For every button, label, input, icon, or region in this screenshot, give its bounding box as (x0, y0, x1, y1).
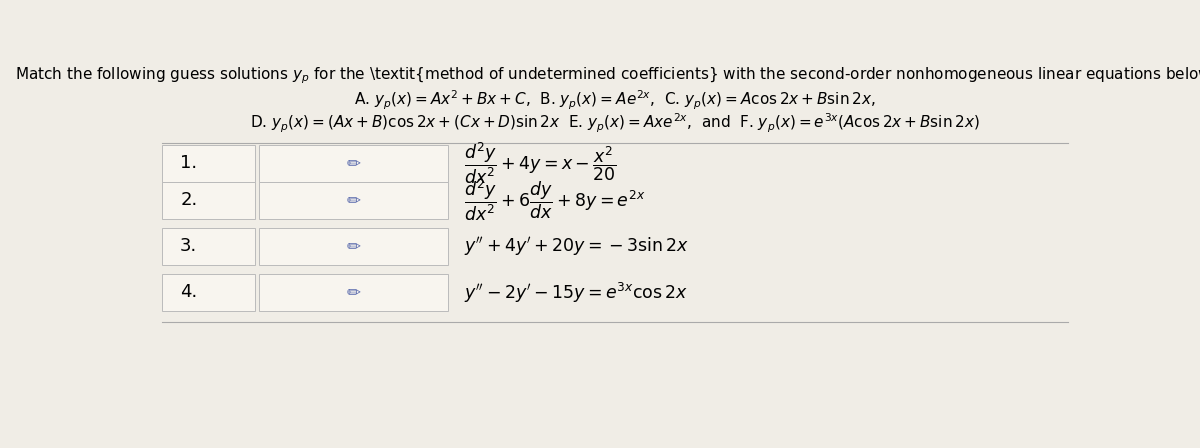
Bar (258, 181, 449, 219)
Text: $\dfrac{d^2y}{dx^2} + 4y = x - \dfrac{x^2}{20}$: $\dfrac{d^2y}{dx^2} + 4y = x - \dfrac{x^… (464, 140, 617, 186)
Text: 3.: 3. (180, 237, 197, 255)
Bar (258, 145, 449, 181)
Text: ✏: ✏ (347, 284, 360, 302)
Text: A. $y_p(x) = Ax^2 + Bx + C$,  B. $y_p(x) = Ae^{2x}$,  C. $y_p(x) = A\cos 2x + B\: A. $y_p(x) = Ax^2 + Bx + C$, B. $y_p(x) … (354, 88, 876, 112)
Text: D. $y_p(x) = (Ax + B)\cos 2x + (Cx + D)\sin 2x$  E. $y_p(x) = Axe^{2x}$,  and  F: D. $y_p(x) = (Ax + B)\cos 2x + (Cx + D)\… (250, 112, 980, 135)
Bar (162, 274, 254, 311)
Text: ✏: ✏ (347, 237, 360, 255)
Text: $\dfrac{d^2y}{dx^2} + 6\dfrac{dy}{dx} + 8y = e^{2x}$: $\dfrac{d^2y}{dx^2} + 6\dfrac{dy}{dx} + … (464, 177, 646, 223)
Text: 1.: 1. (180, 154, 197, 172)
Bar (258, 274, 449, 311)
Bar (162, 228, 254, 265)
Text: $y'' - 2y' - 15y = e^{3x}\cos 2x$: $y'' - 2y' - 15y = e^{3x}\cos 2x$ (464, 280, 688, 305)
Text: 2.: 2. (180, 191, 197, 209)
Text: ✏: ✏ (347, 191, 360, 209)
Text: 4.: 4. (180, 284, 197, 302)
Bar (162, 181, 254, 219)
Bar (162, 145, 254, 181)
Bar (258, 228, 449, 265)
Text: ✏: ✏ (347, 154, 360, 172)
Text: Match the following guess solutions $y_p$ for the \textit{method of undetermined: Match the following guess solutions $y_p… (14, 65, 1200, 86)
Text: $y'' + 4y' + 20y = -3\sin 2x$: $y'' + 4y' + 20y = -3\sin 2x$ (464, 235, 689, 258)
